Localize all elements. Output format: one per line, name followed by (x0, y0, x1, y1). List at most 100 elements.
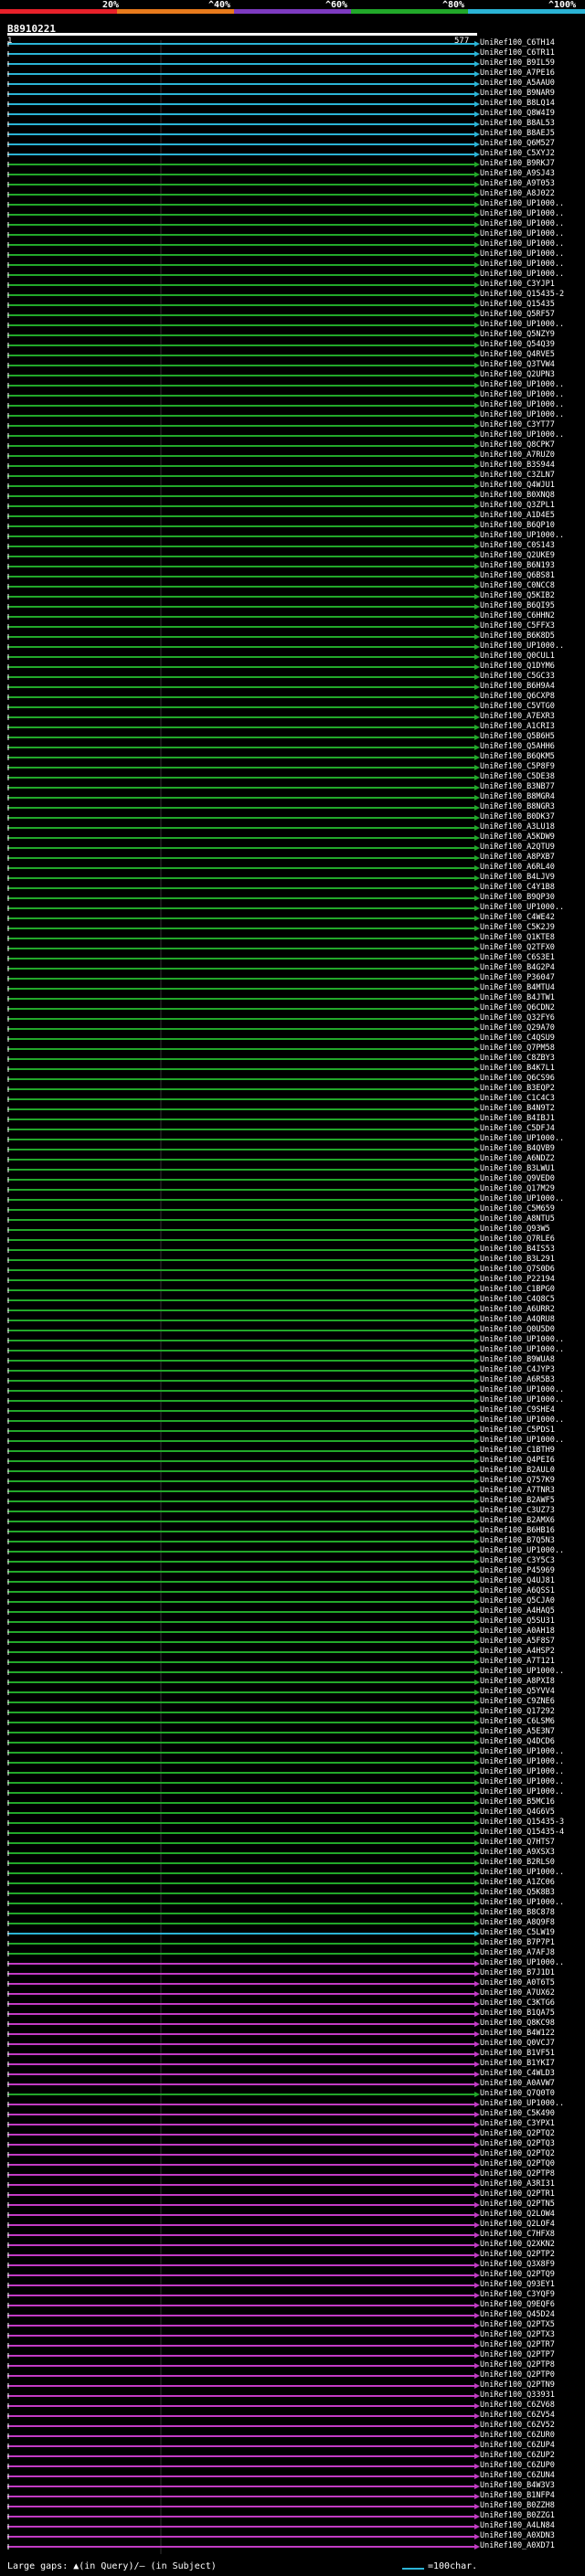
hit-label[interactable]: UniRef100_UP1000.. (480, 390, 565, 399)
hit-label[interactable]: UniRef100_C6S3E1 (480, 953, 555, 962)
hit-label[interactable]: UniRef100_Q9VED0 (480, 1174, 555, 1183)
hit-label[interactable]: UniRef100_A1ZC06 (480, 1878, 555, 1887)
hit-label[interactable]: UniRef100_C7HFX8 (480, 2230, 555, 2239)
hit-label[interactable]: UniRef100_B1VF51 (480, 2049, 555, 2058)
hit-label[interactable]: UniRef100_A8PXI8 (480, 1677, 555, 1686)
hit-label[interactable]: UniRef100_UP1000.. (480, 1868, 565, 1877)
hit-label[interactable]: UniRef100_B4IS53 (480, 1245, 555, 1254)
hit-label[interactable]: UniRef100_Q0VCJ7 (480, 2039, 555, 2048)
hit-label[interactable]: UniRef100_C9ZNE6 (480, 1697, 555, 1706)
hit-label[interactable]: UniRef100_C0NCC8 (480, 581, 555, 590)
hit-label[interactable]: UniRef100_Q2LOW4 (480, 2210, 555, 2219)
hit-label[interactable]: UniRef100_B3NB77 (480, 782, 555, 791)
hit-label[interactable]: UniRef100_C9SHE4 (480, 1405, 555, 1415)
hit-label[interactable]: UniRef100_B4JTW1 (480, 993, 555, 1002)
hit-label[interactable]: UniRef100_C6TH14 (480, 38, 555, 48)
hit-label[interactable]: UniRef100_UP1000.. (480, 400, 565, 409)
hit-label[interactable]: UniRef100_UP1000.. (480, 1777, 565, 1786)
hit-label[interactable]: UniRef100_Q2UKE9 (480, 551, 555, 560)
hit-label[interactable]: UniRef100_Q7S0D6 (480, 1265, 555, 1274)
hit-label[interactable]: UniRef100_Q7PM58 (480, 1044, 555, 1053)
hit-label[interactable]: UniRef100_C4WE42 (480, 913, 555, 922)
hit-label[interactable]: UniRef100_Q93W5 (480, 1224, 550, 1234)
hit-label[interactable]: UniRef100_B9QP30 (480, 893, 555, 902)
hit-label[interactable]: UniRef100_Q2PTX3 (480, 2330, 555, 2339)
hit-label[interactable]: UniRef100_Q2PTP2 (480, 2250, 555, 2259)
hit-label[interactable]: UniRef100_A7TNR3 (480, 1486, 555, 1495)
hit-label[interactable]: UniRef100_C3KTG6 (480, 1998, 555, 2008)
hit-label[interactable]: UniRef100_A7EXR3 (480, 712, 555, 721)
hit-label[interactable]: UniRef100_C5PDS1 (480, 1426, 555, 1435)
hit-label[interactable]: UniRef100_UP1000.. (480, 1134, 565, 1143)
hit-label[interactable]: UniRef100_Q2PTP8 (480, 2360, 555, 2369)
hit-label[interactable]: UniRef100_C4Q8C5 (480, 1295, 555, 1304)
hit-label[interactable]: UniRef100_A0AH18 (480, 1627, 555, 1636)
hit-label[interactable]: UniRef100_B2AWF5 (480, 1496, 555, 1505)
hit-label[interactable]: UniRef100_A0T6T5 (480, 1978, 555, 1988)
hit-label[interactable]: UniRef100_Q2PTP0 (480, 2370, 555, 2380)
hit-label[interactable]: UniRef100_B0DK37 (480, 812, 555, 822)
hit-label[interactable]: UniRef100_Q2LOF4 (480, 2220, 555, 2229)
hit-label[interactable]: UniRef100_A9XSX3 (480, 1848, 555, 1857)
hit-label[interactable]: UniRef100_C4QSU9 (480, 1034, 555, 1043)
hit-label[interactable]: UniRef100_B8AEJ5 (480, 129, 555, 138)
hit-label[interactable]: UniRef100_B8MGR4 (480, 792, 555, 801)
hit-label[interactable]: UniRef100_A3LU18 (480, 822, 555, 832)
hit-label[interactable]: UniRef100_C5FFX3 (480, 621, 555, 631)
hit-label[interactable]: UniRef100_Q5SU31 (480, 1617, 555, 1626)
hit-label[interactable]: UniRef100_C5XYJ2 (480, 149, 555, 158)
hit-label[interactable]: UniRef100_UP1000.. (480, 1898, 565, 1907)
hit-label[interactable]: UniRef100_B4QVB9 (480, 1144, 555, 1153)
hit-label[interactable]: UniRef100_UP1000.. (480, 209, 565, 218)
hit-label[interactable]: UniRef100_UP1000.. (480, 1395, 565, 1405)
hit-label[interactable]: UniRef100_UP1000.. (480, 380, 565, 389)
hit-label[interactable]: UniRef100_Q8W4I9 (480, 109, 555, 118)
hit-label[interactable]: UniRef100_A7RUZ0 (480, 451, 555, 460)
hit-label[interactable]: UniRef100_B1QA75 (480, 2009, 555, 2018)
hit-label[interactable]: UniRef100_B6N193 (480, 561, 555, 570)
hit-label[interactable]: UniRef100_Q6CS96 (480, 1074, 555, 1083)
hit-label[interactable]: UniRef100_B6QKM5 (480, 752, 555, 761)
hit-label[interactable]: UniRef100_Q4WJU1 (480, 481, 555, 490)
hit-label[interactable]: UniRef100_Q2PTN9 (480, 2380, 555, 2390)
hit-label[interactable]: UniRef100_B6QP10 (480, 521, 555, 530)
hit-label[interactable]: UniRef100_Q9EQF6 (480, 2300, 555, 2309)
hit-label[interactable]: UniRef100_Q2PTQ3 (480, 2139, 555, 2148)
hit-label[interactable]: UniRef100_A0AVW7 (480, 2079, 555, 2088)
hit-label[interactable]: UniRef100_Q6CDN2 (480, 1003, 555, 1012)
hit-label[interactable]: UniRef100_C3YT77 (480, 420, 555, 429)
hit-label[interactable]: UniRef100_A6QSS1 (480, 1586, 555, 1595)
hit-label[interactable]: UniRef100_B2AMX6 (480, 1516, 555, 1525)
hit-label[interactable]: UniRef100_UP1000.. (480, 219, 565, 228)
hit-label[interactable]: UniRef100_Q5AHH6 (480, 742, 555, 751)
hit-label[interactable]: UniRef100_UP1000.. (480, 1757, 565, 1766)
hit-label[interactable]: UniRef100_A5KDW9 (480, 832, 555, 842)
hit-label[interactable]: UniRef100_B1NFP4 (480, 2491, 555, 2500)
hit-label[interactable]: UniRef100_Q0CUL1 (480, 652, 555, 661)
hit-label[interactable]: UniRef100_C6ZUP0 (480, 2461, 555, 2470)
hit-label[interactable]: UniRef100_B9NAR9 (480, 89, 555, 98)
hit-label[interactable]: UniRef100_A0XDN3 (480, 2531, 555, 2540)
hit-label[interactable]: UniRef100_A7T121 (480, 1657, 555, 1666)
hit-label[interactable]: UniRef100_C5DFJ4 (480, 1124, 555, 1133)
hit-label[interactable]: UniRef100_C6HHN2 (480, 611, 555, 620)
hit-label[interactable]: UniRef100_B9IL59 (480, 58, 555, 68)
hit-label[interactable]: UniRef100_C1BPG0 (480, 1285, 555, 1294)
hit-label[interactable]: UniRef100_UP1000.. (480, 239, 565, 249)
hit-label[interactable]: UniRef100_Q7Q0T0 (480, 2089, 555, 2098)
hit-label[interactable]: UniRef100_Q4RVE5 (480, 350, 555, 359)
hit-label[interactable]: UniRef100_B4G2P4 (480, 963, 555, 972)
hit-label[interactable]: UniRef100_B3L291 (480, 1255, 555, 1264)
hit-label[interactable]: UniRef100_Q15435-2 (480, 290, 565, 299)
hit-label[interactable]: UniRef100_B3S944 (480, 461, 555, 470)
hit-label[interactable]: UniRef100_C5K2J9 (480, 923, 555, 932)
hit-label[interactable]: UniRef100_A9SJ43 (480, 169, 555, 178)
hit-label[interactable]: UniRef100_UP1000.. (480, 1335, 565, 1344)
hit-label[interactable]: UniRef100_B8NGR3 (480, 802, 555, 811)
hit-label[interactable]: UniRef100_B9RKJ7 (480, 159, 555, 168)
hit-label[interactable]: UniRef100_Q5K8B3 (480, 1888, 555, 1897)
hit-label[interactable]: UniRef100_Q0U5D0 (480, 1325, 555, 1334)
hit-label[interactable]: UniRef100_C6TR11 (480, 48, 555, 58)
hit-label[interactable]: UniRef100_Q2PTP8 (480, 2169, 555, 2178)
hit-label[interactable]: UniRef100_C6ZUP4 (480, 2441, 555, 2450)
